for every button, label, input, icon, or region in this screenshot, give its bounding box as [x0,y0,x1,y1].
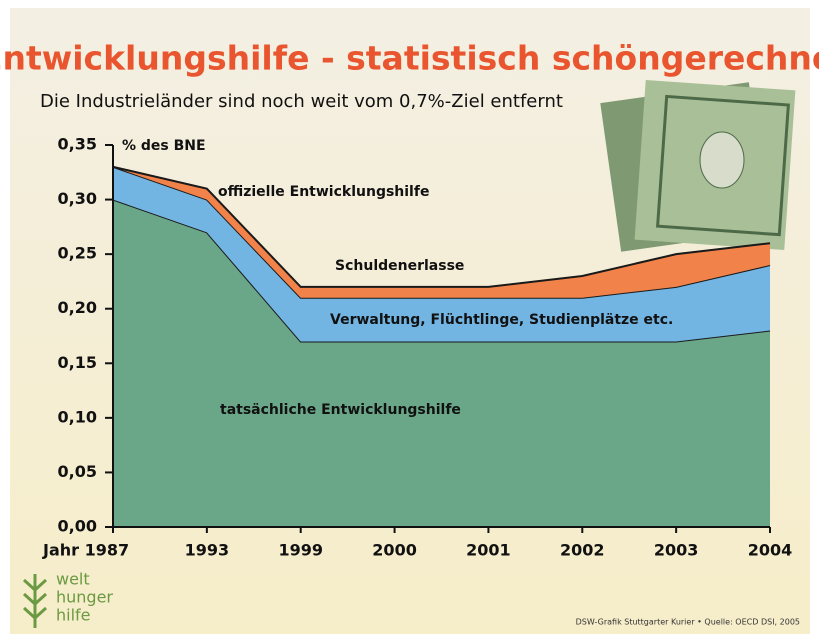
y-tick-label: 0,05 [58,462,97,481]
x-tick-label: 2003 [654,541,699,560]
y-tick-label: 0,25 [58,244,97,263]
area [113,166,770,342]
logo-line: hunger [56,588,113,607]
chart-subtitle: Die Industrieländer sind noch weit vom 0… [40,91,563,112]
x-tick-label: 1999 [278,541,323,560]
chart-title: Entwicklungshilfe - statistisch schönger… [0,39,819,78]
x-tick-label: 2001 [466,541,511,560]
plot: tatsächliche Entwicklungshilfe Verwaltung… [42,135,792,560]
money-illustration [600,79,796,252]
y-tick-label: 0,00 [58,517,97,536]
y-tick-label: 0,15 [58,353,97,372]
series-label: Schuldenerlasse [335,258,464,274]
logo-mark [22,574,48,628]
logo-line: hilfe [56,606,91,625]
area [113,166,770,298]
logo-line: welt [56,570,90,589]
source: DSW-Grafik Stuttgarter Kurier • Quelle: … [576,618,800,627]
series-label: Verwaltung, Flüchtlinge, Studienplätze e… [330,312,673,328]
x-tick-label: 1993 [185,541,230,560]
x-tick-label: Jahr 1987 [42,541,129,560]
y-tick-label: 0,10 [58,407,97,426]
y-tick-label: 0,20 [58,298,97,317]
x-tick-label: 2000 [372,541,417,560]
y-axis-label: % des BNE [122,138,206,154]
x-tick-label: 2002 [560,541,605,560]
area-edge [112,165,771,288]
y-tick-label: 0,30 [58,189,97,208]
series-label: tatsächliche Entwicklungshilfe [220,402,461,418]
annotation: offizielle Entwicklungshilfe [218,184,429,200]
x-tick-label: 2004 [748,541,793,560]
area [113,199,770,528]
y-tick-label: 0,35 [58,135,97,154]
